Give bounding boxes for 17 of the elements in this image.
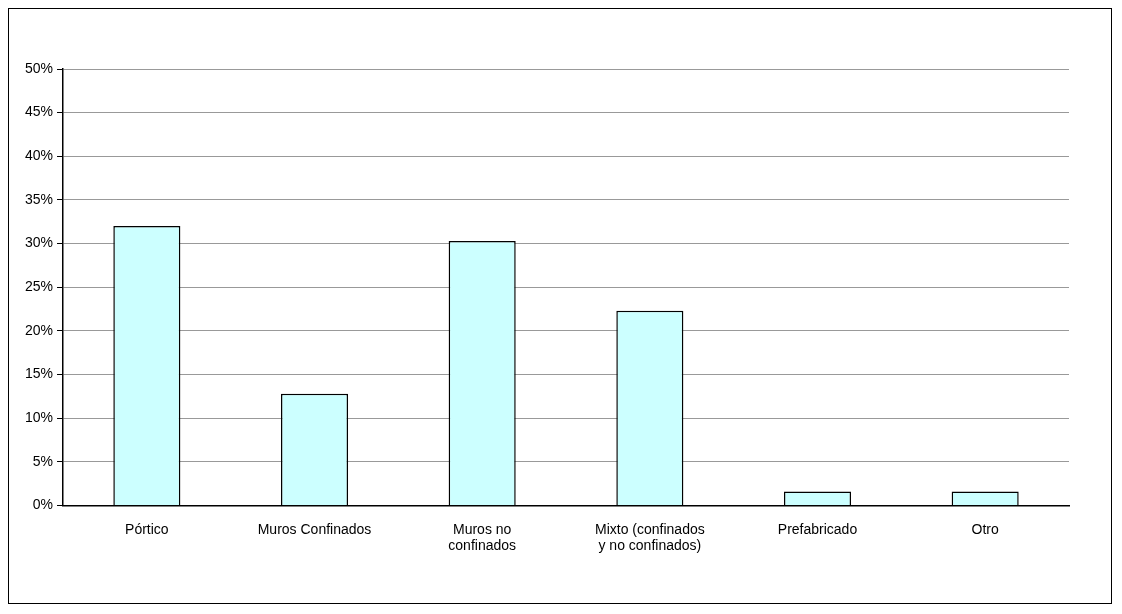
y-tick-label: 10% — [24, 408, 54, 425]
x-tick-label: Mixto (confinados y no confinados) — [594, 520, 705, 554]
x-tick-label: Prefabricado — [777, 520, 858, 537]
x-tick-label: Muros no confinados — [448, 520, 517, 554]
y-tick-label: 45% — [24, 103, 54, 120]
y-tick-label: 0% — [32, 496, 54, 513]
x-tick-label: Pórtico — [125, 520, 169, 537]
y-tick-label: 15% — [24, 365, 54, 382]
y-tick-label: 40% — [24, 147, 54, 164]
y-tick-label: 20% — [24, 321, 54, 338]
x-tick-label: Otro — [971, 520, 999, 537]
y-tick-label: 35% — [24, 190, 54, 207]
y-tick-label: 5% — [32, 452, 54, 469]
x-tick-label: Muros Confinados — [257, 520, 372, 537]
y-tick-label: 25% — [24, 278, 54, 295]
y-tick-label: 50% — [24, 59, 54, 76]
y-tick-label: 30% — [24, 234, 54, 251]
